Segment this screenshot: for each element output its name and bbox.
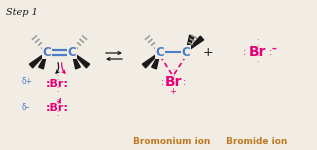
Text: C: C (182, 45, 191, 58)
Polygon shape (29, 52, 47, 68)
Polygon shape (152, 52, 160, 69)
Text: C: C (68, 45, 76, 58)
Text: :Br:: :Br: (46, 79, 68, 89)
Text: Br: Br (248, 45, 266, 59)
Text: ⁚: ⁚ (256, 56, 258, 64)
Text: Br: Br (164, 75, 182, 89)
Text: ⁚: ⁚ (56, 99, 58, 105)
Polygon shape (39, 52, 47, 69)
Text: –: – (272, 44, 276, 54)
Text: :Br:: :Br: (46, 103, 68, 113)
Text: ⁚: ⁚ (256, 39, 258, 48)
Text: +: + (170, 87, 177, 96)
Text: Bromide ion: Bromide ion (226, 138, 288, 147)
Polygon shape (186, 36, 204, 52)
Text: ⁚: ⁚ (56, 111, 58, 117)
Text: :: : (161, 77, 165, 87)
Text: δ–: δ– (22, 103, 30, 112)
Text: +: + (203, 45, 213, 58)
Text: :: : (269, 47, 273, 57)
Text: C: C (156, 45, 165, 58)
Text: δ+: δ+ (22, 78, 33, 87)
Text: ⁚: ⁚ (172, 69, 174, 78)
Text: ⁚: ⁚ (56, 75, 58, 81)
Polygon shape (72, 52, 90, 68)
Polygon shape (186, 35, 194, 52)
Text: :: : (243, 47, 246, 57)
Text: ⁚: ⁚ (56, 87, 58, 93)
Text: Bromonium ion: Bromonium ion (133, 138, 211, 147)
Polygon shape (72, 52, 80, 69)
Polygon shape (142, 52, 160, 68)
Text: Step 1: Step 1 (6, 8, 38, 17)
Text: C: C (42, 45, 51, 58)
Text: :: : (182, 77, 186, 87)
